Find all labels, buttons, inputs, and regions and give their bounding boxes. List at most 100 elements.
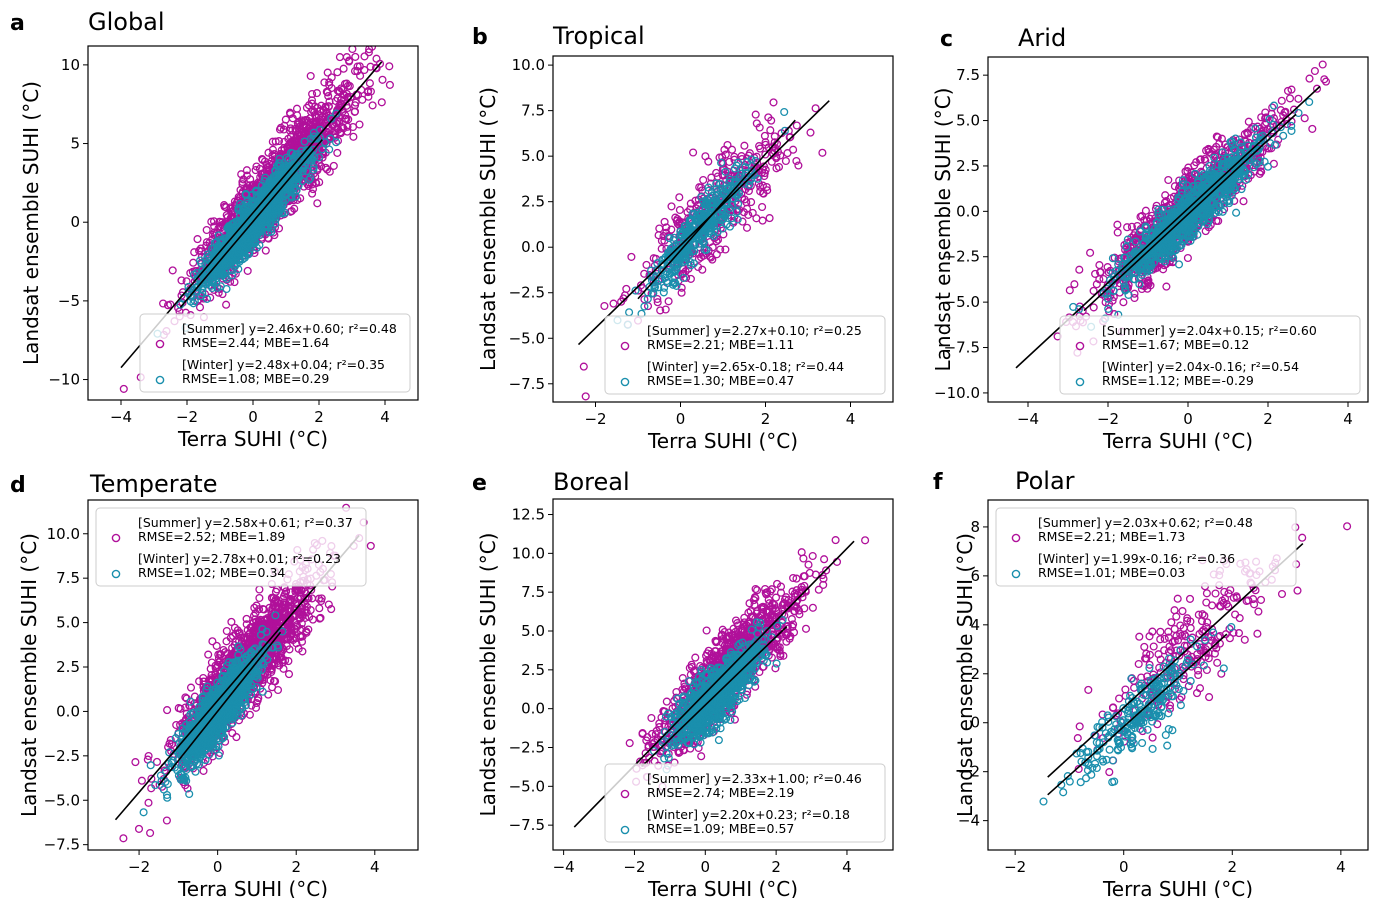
point-summer bbox=[231, 279, 238, 286]
point-summer bbox=[759, 217, 766, 224]
legend-stats-text: RMSE=1.30; MBE=0.47 bbox=[647, 373, 794, 388]
point-summer bbox=[759, 204, 766, 211]
x-tick-label: −4 bbox=[110, 408, 132, 426]
y-axis-label: Landsat ensemble SUHI (°C) bbox=[476, 87, 500, 371]
point-summer bbox=[767, 127, 774, 134]
point-summer bbox=[203, 227, 210, 234]
point-summer bbox=[1278, 97, 1285, 104]
point-summer bbox=[678, 289, 685, 296]
point-summer bbox=[1295, 95, 1302, 102]
point-summer bbox=[1066, 287, 1073, 294]
point-summer bbox=[1120, 299, 1127, 306]
point-summer bbox=[373, 55, 380, 62]
point-summer bbox=[819, 149, 826, 156]
legend: [Summer] y=2.27x+0.10; r²=0.25RMSE=2.21;… bbox=[605, 316, 885, 394]
point-summer bbox=[314, 90, 321, 97]
point-summer bbox=[356, 121, 363, 128]
point-winter bbox=[781, 109, 788, 116]
fit-line-summer bbox=[579, 101, 830, 345]
y-tick-label: 0 bbox=[70, 213, 80, 231]
point-summer bbox=[330, 163, 337, 170]
point-summer bbox=[729, 146, 736, 153]
point-summer bbox=[744, 224, 751, 231]
y-tick-label: 7.5 bbox=[521, 102, 545, 120]
point-summer bbox=[1319, 61, 1326, 68]
point-summer bbox=[1301, 115, 1308, 122]
point-summer bbox=[1096, 262, 1103, 269]
point-summer bbox=[1076, 266, 1083, 273]
point-summer bbox=[741, 142, 748, 149]
point-summer bbox=[387, 82, 394, 89]
point-summer bbox=[334, 150, 341, 157]
point-summer bbox=[276, 225, 283, 232]
point-summer bbox=[656, 225, 663, 232]
panel-letter: a bbox=[10, 11, 25, 36]
point-summer bbox=[190, 259, 197, 266]
point-summer bbox=[324, 69, 331, 76]
point-winter bbox=[1271, 102, 1278, 109]
y-tick-label: −2.5 bbox=[509, 284, 545, 302]
y-tick-label: 5 bbox=[70, 135, 80, 153]
legend: [Summer] y=2.46x+0.60; r²=0.48RMSE=2.44;… bbox=[140, 314, 410, 392]
point-summer bbox=[169, 267, 176, 274]
point-summer bbox=[1114, 229, 1121, 236]
point-summer bbox=[580, 363, 587, 370]
point-summer bbox=[628, 254, 635, 261]
point-summer bbox=[582, 393, 589, 400]
point-summer bbox=[1185, 255, 1192, 262]
x-tick-label: −2 bbox=[176, 408, 198, 426]
point-summer bbox=[668, 203, 675, 210]
point-winter bbox=[223, 286, 230, 293]
point-winter bbox=[333, 139, 340, 146]
y-tick-label: −7.5 bbox=[509, 375, 545, 393]
point-summer bbox=[770, 99, 777, 106]
point-summer bbox=[1090, 304, 1097, 311]
point-summer bbox=[262, 247, 269, 254]
point-summer bbox=[655, 232, 662, 239]
point-summer bbox=[1071, 281, 1078, 288]
point-summer bbox=[784, 150, 791, 157]
point-summer bbox=[752, 111, 759, 118]
point-summer bbox=[197, 304, 204, 311]
point-summer bbox=[783, 158, 790, 165]
y-tick-label: 10 bbox=[61, 56, 80, 74]
legend-stats-text: RMSE=1.08; MBE=0.29 bbox=[182, 371, 329, 386]
fit-line-winter bbox=[180, 140, 322, 308]
point-summer bbox=[690, 149, 697, 156]
y-tick-label: 2.5 bbox=[521, 193, 545, 211]
point-summer bbox=[369, 102, 376, 109]
point-summer bbox=[676, 194, 683, 201]
point-summer bbox=[748, 199, 755, 206]
point-winter bbox=[626, 309, 633, 316]
y-tick-label: −5 bbox=[58, 292, 80, 310]
panel-title: Global bbox=[88, 8, 165, 36]
point-summer bbox=[793, 122, 800, 129]
legend-stats-text: RMSE=2.44; MBE=1.64 bbox=[182, 335, 329, 350]
point-summer bbox=[367, 80, 374, 87]
x-axis-label: Terra SUHI (°C) bbox=[647, 429, 798, 453]
x-tick-label: 0 bbox=[676, 410, 686, 428]
point-summer bbox=[623, 286, 630, 293]
point-summer bbox=[386, 63, 393, 70]
legend-stats-text: RMSE=2.21; MBE=1.11 bbox=[647, 337, 794, 352]
y-tick-label: 10.0 bbox=[512, 56, 545, 74]
point-summer bbox=[766, 215, 773, 222]
point-summer bbox=[334, 69, 341, 76]
point-summer bbox=[700, 177, 707, 184]
point-summer bbox=[1306, 75, 1313, 82]
x-tick-label: −2 bbox=[584, 410, 606, 428]
point-summer bbox=[294, 105, 301, 112]
y-tick-label: −10 bbox=[48, 371, 80, 389]
point-summer bbox=[194, 236, 201, 243]
point-summer bbox=[601, 303, 608, 310]
y-axis-label: Landsat ensemble SUHI (°C) bbox=[19, 81, 43, 365]
point-summer bbox=[349, 46, 356, 53]
legend-fit-text: [Summer] y=2.46x+0.60; r²=0.48 bbox=[182, 321, 397, 336]
x-tick-label: 2 bbox=[314, 408, 324, 426]
panel-letter: b bbox=[472, 25, 488, 50]
